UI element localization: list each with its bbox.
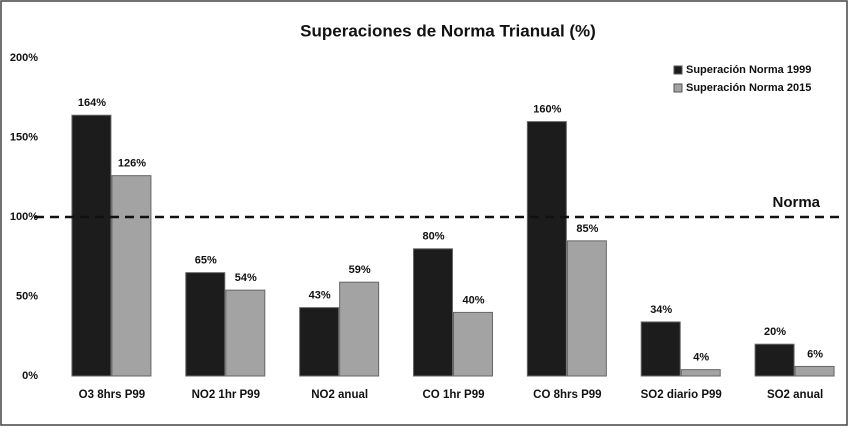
data-label: 59% — [349, 264, 371, 276]
bar — [453, 311, 493, 377]
bar — [640, 321, 681, 377]
x-tick-label: O3 8hrs P99 — [79, 389, 145, 401]
bar — [794, 365, 835, 377]
legend-swatch — [673, 65, 683, 75]
bar — [339, 281, 380, 377]
legend-label: Superación Norma 2015 — [686, 82, 811, 94]
x-tick-label: CO 1hr P99 — [423, 389, 485, 401]
bar — [526, 121, 567, 377]
y-tick-label: 50% — [16, 290, 38, 302]
bar — [225, 289, 266, 377]
bar — [680, 369, 721, 377]
bar — [185, 272, 226, 377]
x-tick-label: SO2 anual — [767, 389, 823, 401]
chart-title: Superaciones de Norma Trianual (%) — [300, 21, 596, 40]
x-tick-label: NO2 1hr P99 — [192, 389, 260, 401]
bar — [754, 343, 795, 377]
data-label: 4% — [693, 352, 709, 364]
bar — [413, 248, 453, 377]
data-label: 164% — [78, 97, 106, 109]
data-label: 65% — [195, 255, 217, 267]
data-label: 126% — [118, 158, 146, 170]
data-label: 85% — [576, 223, 598, 235]
y-tick-label: 150% — [10, 131, 38, 143]
bar — [566, 240, 607, 377]
data-label: 160% — [533, 104, 561, 116]
x-tick-label: SO2 diario P99 — [641, 389, 722, 401]
reference-label: Norma — [772, 194, 820, 211]
x-tick-label: NO2 anual — [311, 389, 368, 401]
bar — [299, 307, 340, 377]
x-tick-label: CO 8hrs P99 — [533, 389, 601, 401]
y-tick-label: 100% — [10, 211, 38, 223]
y-tick-label: 200% — [10, 52, 38, 64]
data-label: 54% — [235, 272, 257, 284]
data-label: 40% — [462, 294, 484, 306]
data-label: 34% — [650, 304, 672, 316]
data-label: 20% — [764, 326, 786, 338]
legend-label: Superación Norma 1999 — [686, 64, 811, 76]
y-tick-label: 0% — [22, 370, 38, 382]
data-label: 80% — [422, 231, 444, 243]
data-label: 6% — [807, 348, 823, 360]
bar — [71, 114, 112, 377]
data-label: 43% — [309, 290, 331, 302]
bar — [111, 175, 152, 377]
legend-swatch — [673, 83, 683, 93]
